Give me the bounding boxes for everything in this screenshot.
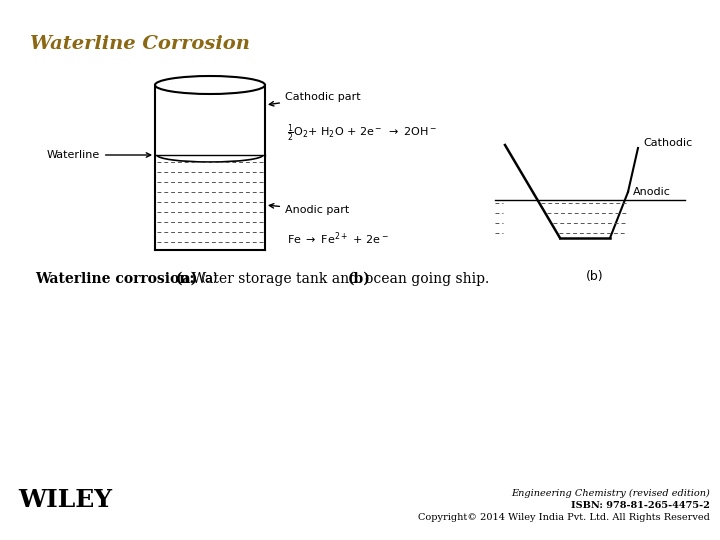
Text: (b): (b)	[348, 272, 371, 286]
Text: ISBN: 978-81-265-4475-2: ISBN: 978-81-265-4475-2	[571, 501, 710, 510]
Text: Waterline: Waterline	[47, 150, 150, 160]
Text: Fe $\rightarrow$ Fe$^{2+}$ + 2e$^-$: Fe $\rightarrow$ Fe$^{2+}$ + 2e$^-$	[287, 230, 389, 247]
Ellipse shape	[155, 76, 265, 94]
Text: (a): (a)	[202, 272, 219, 285]
Text: (a): (a)	[176, 272, 198, 286]
Text: Engineering Chemistry (revised edition): Engineering Chemistry (revised edition)	[511, 489, 710, 498]
Text: (b): (b)	[586, 270, 604, 283]
Text: ocean going ship.: ocean going ship.	[365, 272, 490, 286]
Text: Copyright© 2014 Wiley India Pvt. Ltd. All Rights Reserved: Copyright© 2014 Wiley India Pvt. Ltd. Al…	[418, 513, 710, 522]
Text: $\frac{1}{2}$O$_2$+ H$_2$O + 2e$^-$ $\rightarrow$ 2OH$^-$: $\frac{1}{2}$O$_2$+ H$_2$O + 2e$^-$ $\ri…	[287, 123, 437, 145]
Text: Water storage tank and: Water storage tank and	[192, 272, 358, 286]
Text: Cathodic part: Cathodic part	[269, 92, 361, 106]
Text: Cathodic: Cathodic	[643, 138, 692, 148]
Text: WILEY: WILEY	[18, 488, 112, 512]
Text: Anodic part: Anodic part	[269, 204, 349, 215]
Text: Waterline corrosion:: Waterline corrosion:	[35, 272, 199, 286]
Text: Anodic: Anodic	[633, 187, 671, 197]
Text: Waterline Corrosion: Waterline Corrosion	[30, 35, 250, 53]
